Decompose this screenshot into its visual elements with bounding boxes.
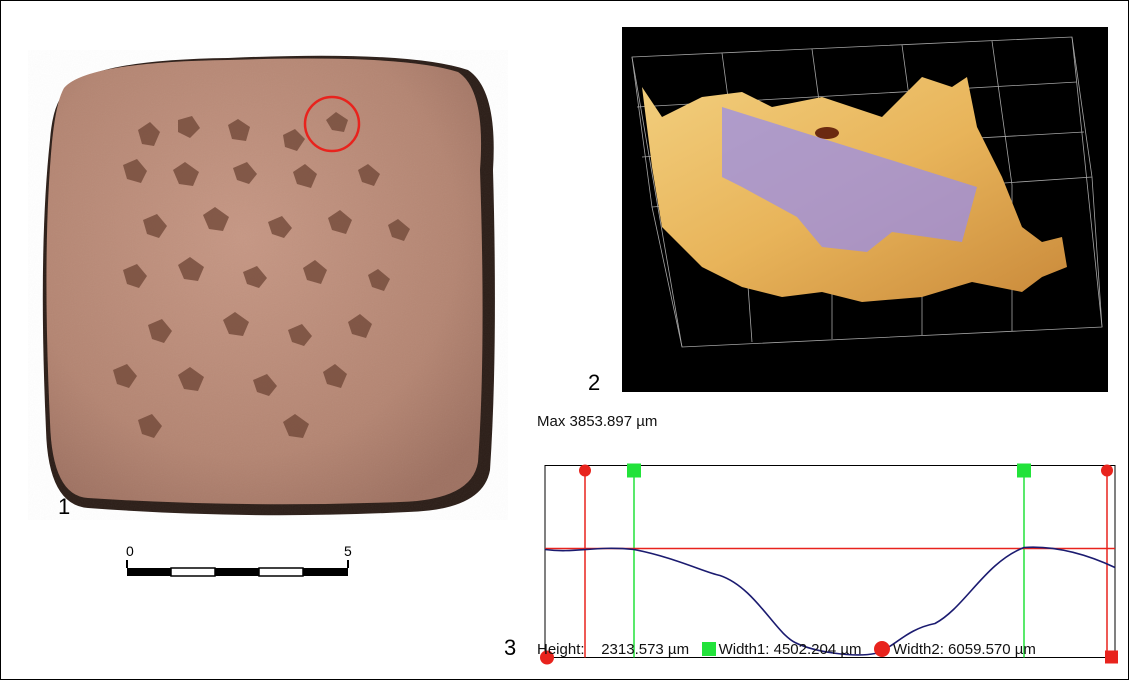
height-label: Height: (537, 641, 585, 658)
height-value: 2313.573 µm (601, 641, 690, 658)
profile-curve (544, 546, 1116, 656)
scale-start-label: 0 (126, 543, 134, 559)
width1-value: 4502.204 µm (773, 641, 862, 658)
panel-label-1: 1 (58, 494, 71, 519)
highlight-circle (303, 95, 361, 153)
height-marker-bottom-left (540, 650, 554, 665)
width2-legend-icon (874, 641, 891, 657)
width1-label: Width1: (718, 641, 770, 658)
3d-surface-render (622, 27, 1108, 392)
depth-profile-plot (535, 430, 1125, 690)
max-label: Max 3853.897 µm (537, 413, 658, 430)
width2-value: 6059.570 µm (948, 641, 1036, 658)
width1-legend-icon (701, 642, 716, 656)
width2-marker-top-left (579, 464, 591, 477)
height-marker-bottom-right (1105, 650, 1118, 664)
width1-marker-right (1017, 463, 1031, 478)
width1-marker-left (627, 463, 641, 478)
width2-label: Width2: (893, 641, 944, 658)
scale-bar: 0 5 (118, 538, 358, 584)
panel-label-3: 3 (504, 635, 517, 660)
width2-marker-top-right (1101, 464, 1113, 477)
panel-label-2: 2 (588, 370, 601, 395)
clay-tablet-photo (28, 50, 508, 520)
profile-legend: Height: 2313.573 µm Width1: 4502.204 µm … (537, 641, 1036, 658)
scale-end-label: 5 (344, 543, 352, 559)
